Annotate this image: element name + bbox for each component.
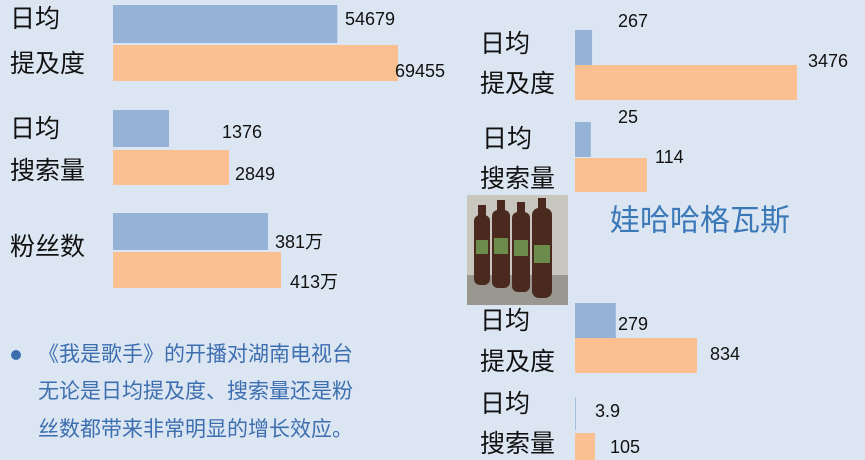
metric-label: 搜索量 (480, 164, 555, 193)
bar (575, 303, 616, 339)
bullet-text: 丝数都带来非常明显的增长效应。 (38, 417, 353, 441)
bar (575, 433, 595, 460)
bar (575, 122, 591, 157)
bar (113, 45, 398, 81)
metric-label: 日均 (480, 389, 530, 418)
value-label: 105 (610, 437, 640, 457)
metric-label: 粉丝数 (10, 232, 85, 261)
metric-label: 日均 (10, 114, 60, 143)
metric-label: 日均 (10, 4, 60, 33)
value-label: 25 (618, 107, 638, 127)
value-label: 834 (710, 344, 740, 364)
bullet-text: 《我是歌手》的开播对湖南电视台 (38, 342, 353, 366)
value-label: 267 (618, 11, 648, 31)
value-label: 1376 (222, 122, 262, 142)
bar (575, 158, 647, 192)
bar (113, 5, 338, 43)
value-label: 3.9 (595, 401, 620, 421)
bar (113, 150, 229, 185)
value-label: 69455 (395, 61, 445, 81)
brand-name: 娃哈哈格瓦斯 (610, 204, 790, 239)
bar (575, 65, 797, 100)
metric-label: 搜索量 (10, 156, 85, 185)
bar (113, 252, 281, 288)
metric-label: 日均 (482, 124, 532, 153)
product-image (467, 195, 568, 305)
bar (575, 30, 593, 65)
metric-label: 日均 (480, 29, 530, 58)
bar (113, 110, 170, 147)
value-label: 2849 (235, 164, 275, 184)
metric-label: 搜索量 (480, 429, 555, 458)
value-label: 413万 (290, 272, 338, 292)
bar (575, 338, 697, 373)
value-label: 3476 (808, 51, 848, 71)
metric-label: 提及度 (480, 347, 555, 376)
value-label: 381万 (275, 232, 323, 252)
metric-label: 日均 (480, 306, 530, 335)
metric-label: 提及度 (10, 49, 85, 78)
value-label: 279 (618, 314, 648, 334)
value-label: 114 (655, 147, 684, 167)
value-label: 54679 (345, 9, 395, 29)
bar (113, 213, 268, 250)
bar (575, 397, 576, 430)
metric-label: 提及度 (480, 69, 555, 98)
bullet-text: 无论是日均提及度、搜索量还是粉 (38, 379, 353, 403)
bullet-dot (11, 350, 21, 360)
